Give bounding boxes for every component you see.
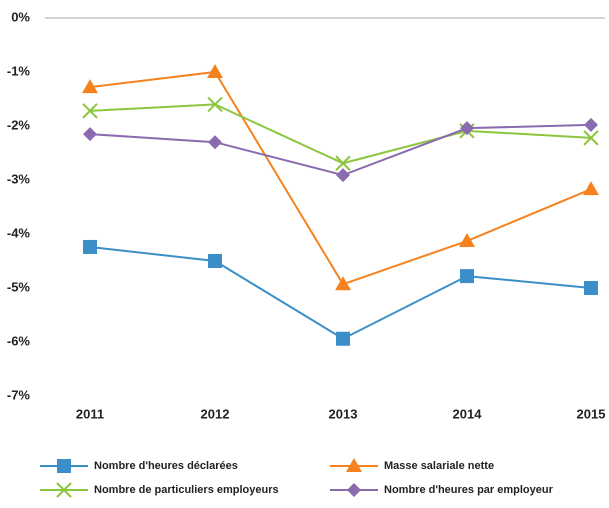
data-point bbox=[583, 130, 599, 146]
data-point bbox=[336, 331, 350, 346]
data-point bbox=[82, 79, 98, 94]
data-point bbox=[208, 135, 222, 150]
legend-marker bbox=[346, 458, 362, 472]
legend-marker bbox=[57, 459, 71, 473]
data-point bbox=[459, 233, 475, 248]
data-point bbox=[584, 281, 598, 295]
legend-marker bbox=[56, 482, 72, 498]
data-point bbox=[460, 269, 474, 284]
x-tick-label: 2012 bbox=[201, 406, 230, 421]
data-point bbox=[207, 64, 223, 78]
series-line bbox=[89, 245, 592, 340]
y-tick-label: -3% bbox=[7, 171, 31, 186]
series-line bbox=[89, 103, 592, 165]
y-tick-label: -1% bbox=[7, 63, 31, 78]
data-point bbox=[584, 117, 598, 132]
legend-label: Masse salariale nette bbox=[384, 460, 494, 472]
data-point bbox=[83, 127, 97, 142]
legend-marker bbox=[347, 483, 361, 497]
y-tick-label: -5% bbox=[7, 279, 31, 294]
data-point bbox=[83, 239, 97, 254]
y-tick-label: -6% bbox=[7, 333, 31, 348]
data-point bbox=[208, 254, 222, 268]
series-line bbox=[89, 123, 592, 177]
y-tick-label: -4% bbox=[7, 225, 31, 240]
x-tick-label: 2011 bbox=[76, 406, 104, 421]
x-tick-label: 2013 bbox=[329, 406, 358, 421]
data-point bbox=[335, 276, 351, 291]
y-tick-label: 0% bbox=[11, 9, 30, 24]
y-tick-label: -7% bbox=[7, 387, 31, 402]
data-point bbox=[336, 168, 350, 183]
data-point bbox=[583, 181, 599, 196]
data-point bbox=[335, 155, 351, 171]
legend-label: Nombre de particuliers employeurs bbox=[94, 484, 279, 496]
data-point bbox=[460, 121, 474, 136]
data-point bbox=[207, 96, 223, 113]
legend-label: Nombre d'heures déclarées bbox=[94, 460, 238, 472]
y-tick-label: -2% bbox=[7, 117, 31, 132]
legend-label: Nombre d'heures par employeur bbox=[384, 484, 554, 496]
x-tick-label: 2014 bbox=[453, 406, 483, 421]
x-tick-label: 2015 bbox=[577, 406, 606, 421]
data-point bbox=[82, 103, 98, 119]
